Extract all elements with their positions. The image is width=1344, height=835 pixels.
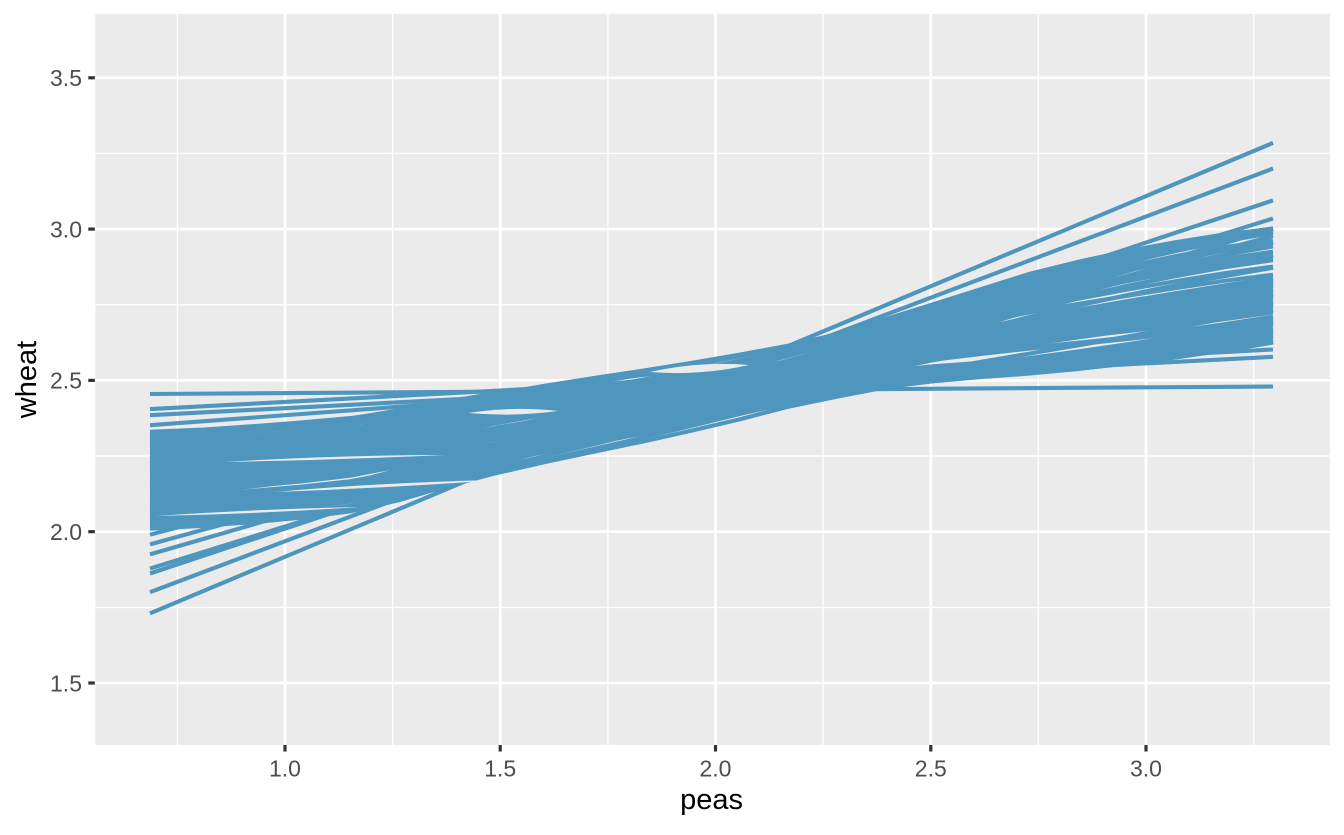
svg-text:1.5: 1.5 — [50, 670, 82, 696]
svg-text:3.0: 3.0 — [50, 216, 82, 242]
svg-text:1.5: 1.5 — [484, 756, 516, 782]
svg-text:2.0: 2.0 — [700, 756, 732, 782]
svg-text:2.5: 2.5 — [50, 368, 82, 394]
svg-text:2.5: 2.5 — [915, 756, 947, 782]
svg-text:3.0: 3.0 — [1130, 756, 1162, 782]
svg-text:wheat: wheat — [11, 341, 43, 419]
svg-text:1.0: 1.0 — [269, 756, 301, 782]
svg-text:2.0: 2.0 — [50, 519, 82, 545]
svg-text:peas: peas — [680, 784, 743, 816]
svg-text:3.5: 3.5 — [50, 65, 82, 91]
